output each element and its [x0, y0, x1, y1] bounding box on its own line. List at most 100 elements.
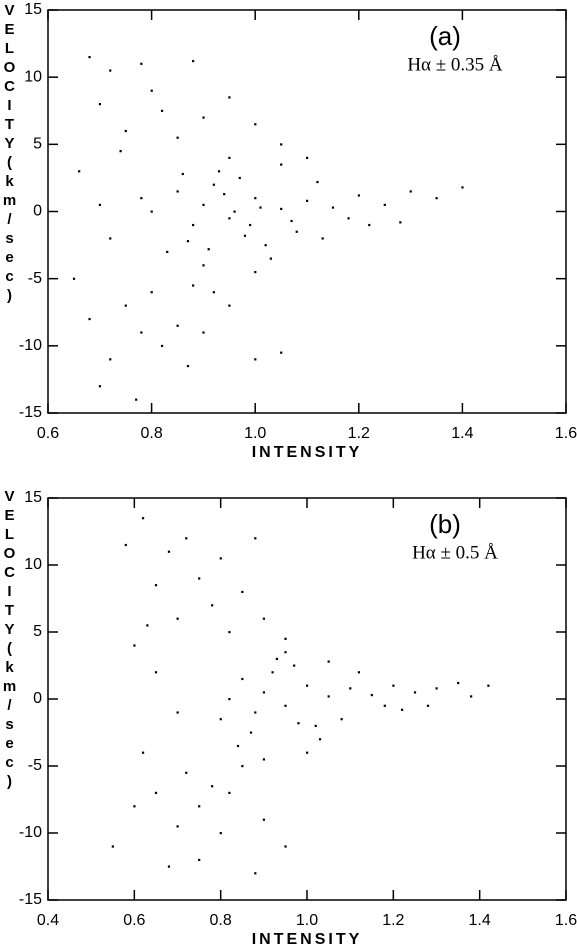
- point: [280, 207, 283, 211]
- point: [211, 785, 214, 788]
- point: [198, 858, 201, 861]
- point: [254, 537, 257, 540]
- point: [146, 624, 149, 627]
- point: [284, 845, 287, 848]
- point: [72, 277, 76, 280]
- point: [202, 264, 205, 267]
- x-tick-label: 1.0: [244, 425, 266, 442]
- point: [198, 577, 201, 580]
- point: [228, 631, 231, 634]
- x-tick-label: 1.6: [555, 425, 577, 442]
- x-tick-label: 0.6: [37, 425, 59, 442]
- point: [306, 684, 309, 687]
- point: [181, 172, 184, 176]
- point: [88, 56, 91, 59]
- point: [316, 180, 319, 184]
- point: [219, 557, 222, 560]
- point: [150, 89, 153, 92]
- point: [176, 190, 179, 193]
- y-tick-label: 10: [24, 68, 42, 85]
- point: [176, 617, 179, 620]
- point: [368, 223, 371, 227]
- point: [124, 304, 127, 307]
- x-tick-label: 1.2: [348, 425, 370, 442]
- point: [457, 681, 460, 685]
- y-tick-label: 5: [33, 623, 42, 640]
- point: [228, 304, 231, 307]
- point: [399, 221, 402, 224]
- point: [306, 751, 309, 754]
- point: [259, 206, 262, 209]
- point: [98, 385, 101, 388]
- point: [207, 248, 210, 251]
- x-tick-label: 1.4: [451, 425, 473, 442]
- x-axis-label: INTENSITY: [252, 444, 363, 461]
- point: [212, 291, 215, 294]
- point: [370, 693, 373, 697]
- point: [331, 206, 335, 209]
- point: [186, 240, 190, 243]
- panel-label: (a): [429, 21, 461, 51]
- point: [269, 257, 272, 260]
- y-tick-label: 15: [24, 489, 42, 506]
- point: [223, 193, 226, 196]
- x-tick-label: 0.8: [210, 912, 232, 929]
- x-tick-label: 0.6: [123, 912, 145, 929]
- point: [141, 517, 145, 520]
- point: [347, 217, 350, 220]
- point: [243, 234, 247, 237]
- point: [254, 123, 257, 126]
- point: [236, 744, 240, 748]
- point: [176, 324, 179, 327]
- y-axis-label: VELOCITY(km/sec): [1, 2, 18, 306]
- point: [202, 331, 205, 334]
- annotation: Hα ± 0.5 Å: [412, 542, 498, 563]
- point: [154, 671, 158, 674]
- point: [109, 237, 112, 240]
- y-tick-label: 10: [24, 556, 42, 573]
- point: [327, 660, 330, 663]
- point: [470, 695, 473, 698]
- point: [119, 150, 122, 153]
- point: [124, 129, 127, 133]
- y-tick-label: 0: [33, 203, 42, 220]
- point: [249, 223, 252, 227]
- y-tick-label: 5: [33, 136, 42, 153]
- x-tick-label: 1.4: [469, 912, 491, 929]
- point: [140, 331, 143, 334]
- point: [238, 176, 241, 180]
- point: [160, 344, 164, 348]
- point: [202, 116, 205, 119]
- point: [176, 136, 179, 139]
- point: [275, 657, 278, 660]
- x-axis-label: INTENSITY: [252, 931, 363, 948]
- point: [185, 771, 188, 774]
- point: [167, 865, 171, 868]
- point: [219, 718, 222, 721]
- point: [435, 687, 438, 690]
- point: [160, 109, 164, 112]
- y-tick-label: -10: [19, 337, 42, 354]
- point: [111, 845, 114, 848]
- point: [233, 210, 236, 213]
- point: [426, 704, 430, 707]
- point: [264, 244, 267, 247]
- y-axis-label: VELOCITY(km/sec): [1, 488, 18, 792]
- x-tick-label: 0.8: [140, 425, 162, 442]
- point: [192, 60, 195, 63]
- point: [293, 664, 296, 667]
- point: [133, 805, 136, 808]
- point: [133, 644, 136, 647]
- point: [154, 791, 158, 794]
- point: [383, 704, 386, 707]
- point: [461, 186, 464, 189]
- point: [327, 695, 330, 698]
- point: [349, 687, 352, 690]
- point: [254, 270, 257, 274]
- point: [98, 103, 101, 106]
- x-tick-label: 1.0: [296, 912, 318, 929]
- point: [280, 143, 283, 146]
- y-tick-label: -15: [19, 891, 42, 908]
